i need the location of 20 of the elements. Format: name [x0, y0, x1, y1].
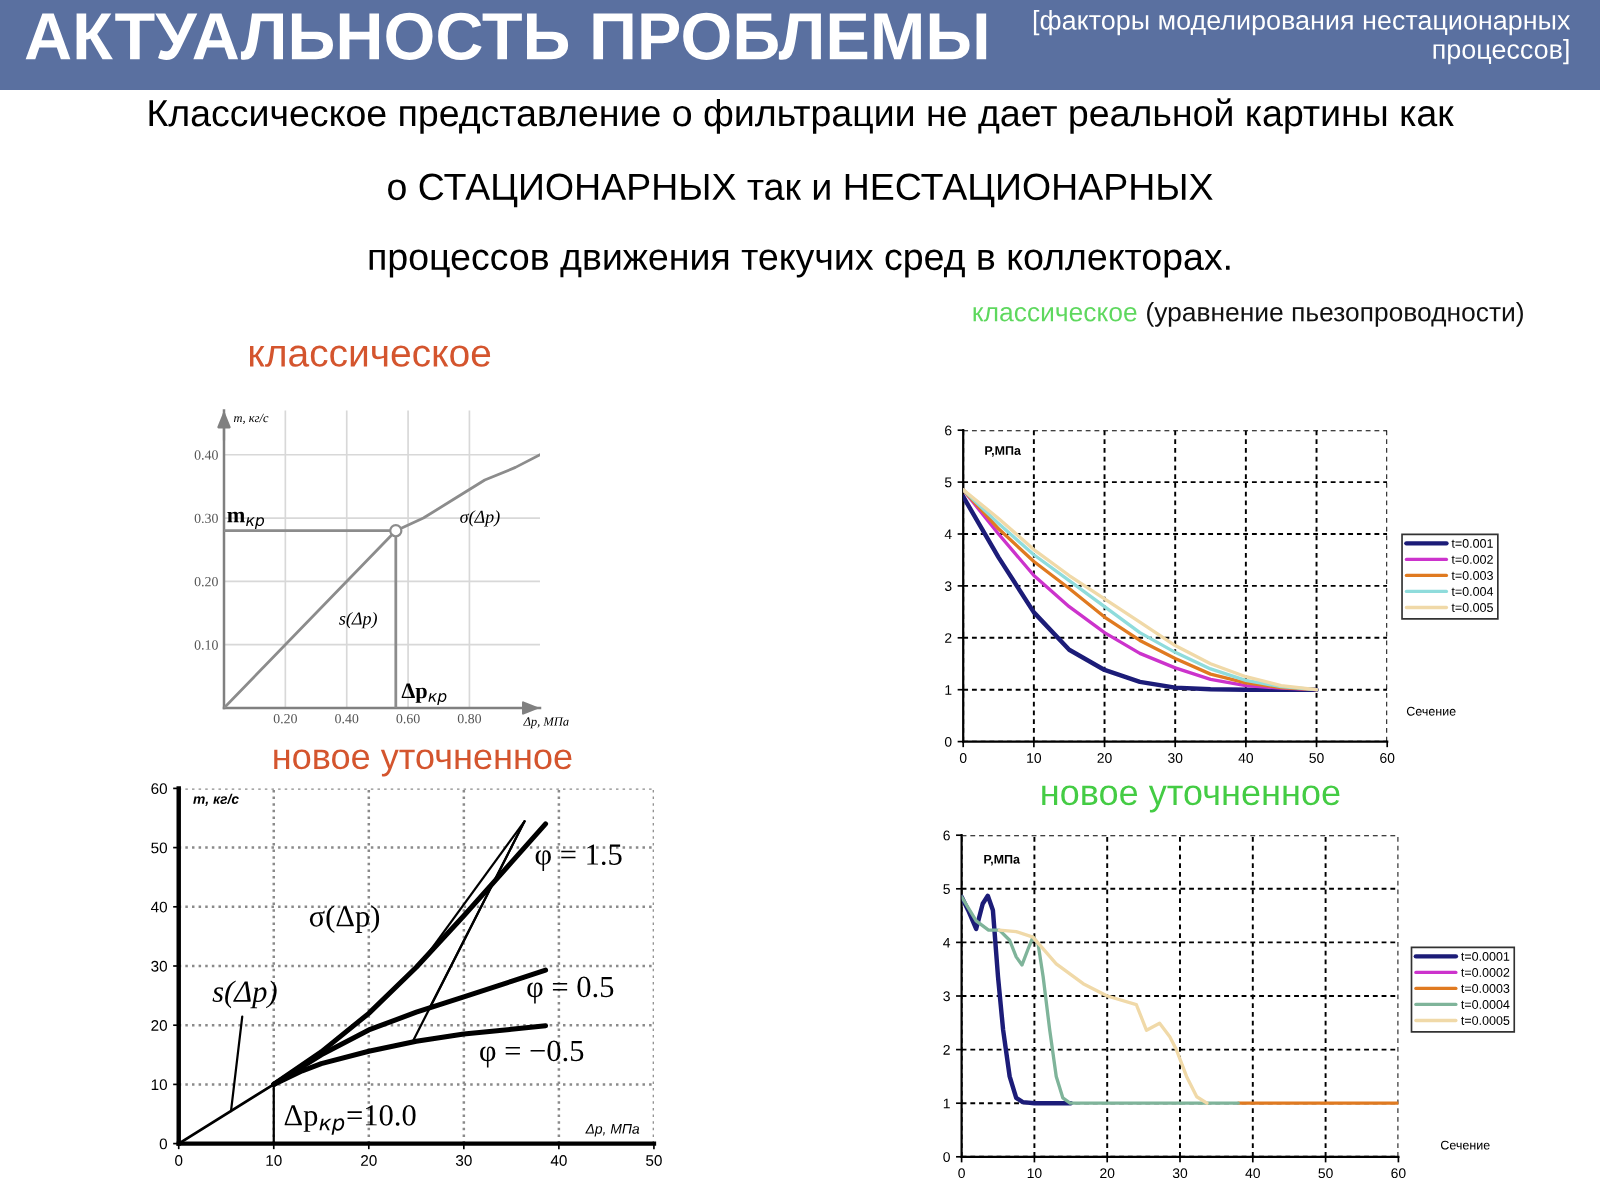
series-label: φ = 1.5: [535, 844, 622, 872]
text: АКТУАЛЬНОСТЬ ПРОБЛЕМЫ: [25, 12, 987, 60]
series-label: s(Δp): [339, 611, 377, 629]
text: s(Δp): [212, 980, 277, 1009]
chart-title: классическое: [973, 307, 1137, 322]
annotation: σ(Δp): [309, 905, 380, 933]
text: [факторы моделирования нестационарных процессов]: [1033, 10, 1571, 65]
text: процессов движения текучих сред в коллекторах.: [369, 249, 1230, 278]
series-label: φ = −0.5: [480, 1040, 584, 1068]
series-label: σ(Δp): [460, 510, 500, 527]
chart-title: новое уточненное: [274, 749, 572, 777]
chart-title: новое уточненное: [1042, 785, 1340, 813]
chart-subtitle: (уравнение пьезопроводности): [1147, 302, 1523, 327]
series-label: Δp$_{кр}$=10.0: [284, 1105, 416, 1135]
series-label: m$_{кр}$: [227, 511, 265, 530]
chart-title: классическое: [250, 345, 491, 367]
text: Классическое представление о фильтрации не дает реальной картины как: [149, 98, 1454, 134]
series-label: Δp$_{кр}$: [401, 683, 447, 705]
series-label: φ = 0.5: [527, 976, 614, 1004]
text: о СТАЦИОНАРНЫХ так и НЕСТАЦИОНАРНЫХ: [388, 173, 1213, 208]
